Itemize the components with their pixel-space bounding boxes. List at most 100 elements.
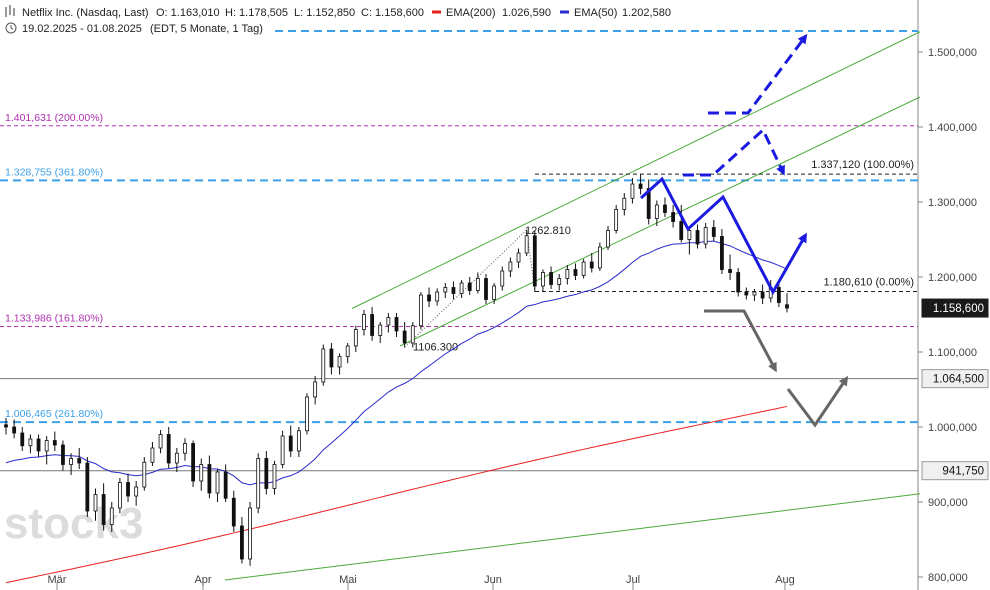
- y-tick-label: 1.200,000: [928, 272, 977, 284]
- candle-body: [671, 212, 676, 222]
- candle-body: [549, 272, 553, 285]
- candle: [663, 197, 667, 217]
- high-value: H: 1.178,505: [225, 7, 288, 19]
- projection-gray-arrow-up: [786, 375, 849, 428]
- y-tick-label: 1.000,000: [928, 422, 977, 434]
- swing-annotation: 1.337,120 (100.00%): [811, 159, 914, 171]
- candle-body: [427, 294, 431, 302]
- ema200-line: [5, 405, 788, 584]
- candle-body: [663, 204, 667, 213]
- candle-body: [703, 227, 708, 245]
- candle-body: [36, 438, 41, 452]
- channel-lower-line: [399, 96, 921, 347]
- candle: [524, 229, 529, 256]
- candle: [402, 322, 407, 348]
- candle-body: [353, 329, 358, 347]
- ema50-label: EMA(50): [574, 7, 617, 19]
- candle: [541, 269, 545, 292]
- candle: [85, 457, 90, 517]
- candle: [296, 427, 301, 457]
- candle-body: [20, 432, 25, 447]
- y-tick-label: 1.400,000: [928, 122, 977, 134]
- candle: [386, 313, 391, 333]
- candle: [459, 280, 464, 298]
- candle: [199, 458, 204, 491]
- candle: [288, 425, 293, 457]
- candle-body: [443, 287, 448, 293]
- candle-body: [557, 278, 562, 285]
- candle-body: [760, 291, 765, 299]
- fib-level-label: 1.328,755 (361.80%): [5, 166, 103, 178]
- x-tick-label: Mär: [48, 574, 67, 586]
- y-tick-label: 900,000: [928, 497, 968, 509]
- projection-solid-arrow: [639, 176, 807, 296]
- projection-gray-arrow-down: [704, 309, 777, 373]
- candle: [215, 469, 220, 502]
- candle-body: [467, 282, 472, 291]
- candle-body: [484, 278, 488, 300]
- candle: [427, 287, 431, 307]
- candle: [12, 419, 17, 439]
- candle: [345, 343, 350, 364]
- candle: [475, 272, 480, 294]
- candle-body: [614, 209, 619, 231]
- candle: [329, 343, 334, 375]
- chart-type-icon[interactable]: [5, 5, 15, 17]
- candle: [695, 224, 700, 249]
- candle: [671, 205, 676, 228]
- candle-body: [199, 464, 204, 482]
- candle-body: [183, 443, 187, 454]
- candle: [776, 283, 781, 307]
- candle-body: [516, 252, 521, 263]
- candle: [622, 193, 627, 216]
- open-value: O: 1.163,010: [156, 7, 220, 19]
- candle-body: [313, 381, 318, 398]
- candle: [614, 205, 619, 234]
- axis-layer: 1.158,600 1.064,500 941,750 1.500,000 1.400,…: [48, 47, 989, 590]
- range-note: (EDT, 5 Monate, 1 Tag): [150, 23, 263, 35]
- candle-body: [459, 282, 464, 294]
- price-tag-label: 1.158,600: [933, 303, 984, 315]
- candle-body: [589, 261, 594, 269]
- candle-body: [386, 317, 391, 326]
- candle-body: [4, 424, 8, 428]
- candle-body: [158, 434, 163, 449]
- candle: [419, 292, 423, 330]
- candle: [321, 344, 326, 386]
- candle: [36, 434, 41, 457]
- candle: [272, 460, 277, 495]
- level-lines-layer: 1.401,631 (200.00%) 1.328,755 (361.80%) 1.…: [0, 30, 921, 581]
- ema200-label: EMA(200): [446, 7, 496, 19]
- candle: [443, 283, 448, 298]
- x-tick-label: Mai: [339, 574, 357, 586]
- candle: [573, 263, 578, 280]
- candle-body: [776, 287, 781, 303]
- candle-body: [394, 317, 399, 332]
- candle-body: [630, 183, 635, 199]
- candle: [61, 440, 65, 471]
- projections-layer: [639, 33, 849, 428]
- price-tag: [921, 461, 989, 481]
- candle-body: [272, 464, 277, 489]
- candle-body: [134, 486, 139, 497]
- candle: [597, 242, 602, 271]
- close-value: C: 1.158,600: [361, 7, 424, 19]
- candle: [20, 427, 25, 451]
- candle: [703, 223, 708, 249]
- swing-connector: [404, 228, 536, 348]
- candle-body: [174, 452, 179, 464]
- candle-body: [109, 507, 114, 525]
- symbol-name: Netflix Inc. (Nasdaq, Last): [22, 7, 149, 19]
- price-tag: [921, 369, 989, 389]
- candle: [679, 205, 684, 243]
- candle: [305, 393, 309, 435]
- candle-body: [622, 197, 627, 210]
- candle-body: [264, 458, 269, 489]
- candle: [134, 481, 139, 506]
- candle: [166, 427, 171, 469]
- candle: [109, 502, 114, 532]
- ema50-line: [5, 240, 788, 486]
- candle: [93, 488, 98, 521]
- candle: [606, 226, 610, 250]
- watermark: stock3: [4, 499, 143, 548]
